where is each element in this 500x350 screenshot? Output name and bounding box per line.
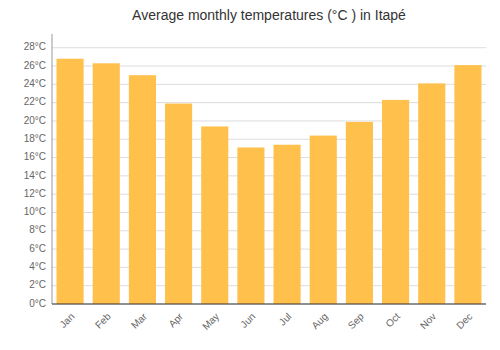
bars [57,59,482,304]
x-tick-label: Feb [93,310,113,330]
grid [52,48,486,304]
bar [165,104,192,304]
chart: 0°C 2°C 4°C 6°C 8°C 10°C 12°C 14°C 16°C 18°C 20°C 2… [0,0,500,350]
y-tick-label: 28°C [24,41,46,52]
y-tick-label: 20°C [24,115,46,126]
y-tick-label: 0°C [29,298,46,309]
page-body: {"chart_data": {"type": "bar", "title": … [0,0,500,350]
bar [129,75,156,304]
title: Average monthly temperatures (°C ) in It… [132,7,406,23]
bar [93,63,120,304]
bar [454,65,481,304]
x-axis-line [52,304,486,305]
page: Chart html, body { margin: 0; padding: 0… [0,0,500,350]
x-tick-label: Oct [383,311,402,330]
x-tick-label: Dec [454,311,474,331]
x-tick-label: Mar [129,310,149,330]
bar [237,147,264,304]
x-axis: Jan Feb Mar Apr May Jun Jul Aug Sep Oct Nov Dec [52,304,486,332]
y-tick-label: 2°C [29,279,46,290]
x-tick-label: Nov [418,311,438,331]
y-tick-label: 14°C [24,170,46,181]
bar [274,145,301,304]
bar [201,126,228,304]
x-tick-label: Apr [166,310,185,329]
x-tick-label: Aug [309,311,329,331]
y-tick-label: 12°C [24,188,46,199]
y-tick-label: 6°C [29,243,46,254]
y-tick-label: 24°C [24,78,46,89]
y-axis: 0°C 2°C 4°C 6°C 8°C 10°C 12°C 14°C 16°C 18°C 20°C 2… [24,34,52,309]
grid-line [52,47,486,48]
x-tick-label: May [200,311,221,332]
x-tick-label: Sep [346,310,367,331]
bar [418,83,445,304]
y-tick-label: 4°C [29,261,46,272]
bar [310,136,337,304]
x-tick-label: Jun [238,311,257,330]
y-tick-label: 8°C [29,224,46,235]
bar [346,122,373,304]
bar [57,59,84,304]
y-axis-line [52,34,53,304]
y-tick-label: 26°C [24,60,46,71]
y-tick-label: 18°C [24,133,46,144]
grid-line [52,304,486,305]
y-tick-label: 10°C [24,206,46,217]
x-tick-label: Jan [57,311,76,330]
bar [382,100,409,304]
y-tick-label: 22°C [24,96,46,107]
y-tick-label: 16°C [24,151,46,162]
x-tick-label: Jul [277,311,294,328]
